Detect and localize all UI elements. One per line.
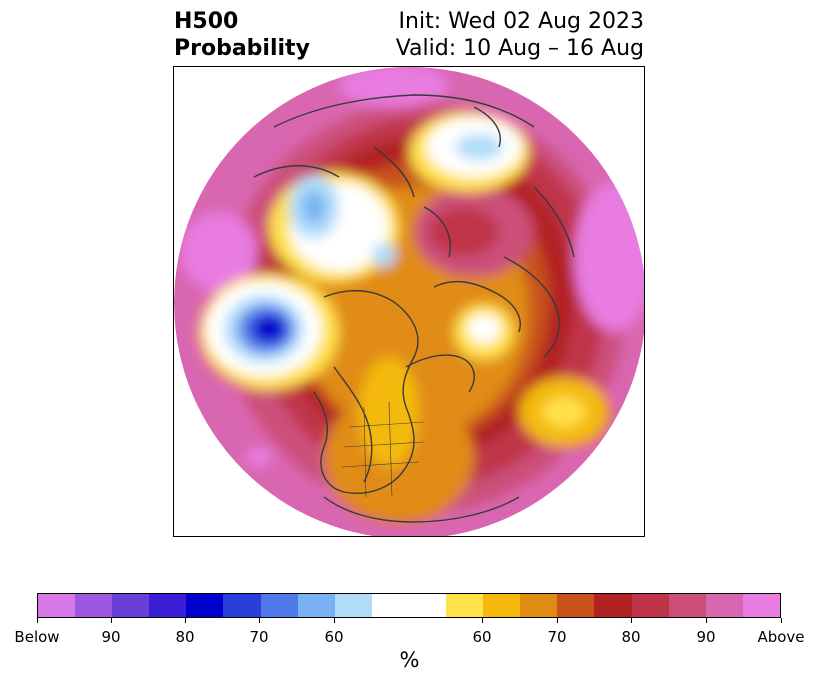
field-above-90-south — [245, 447, 273, 467]
field-above-90-west — [181, 212, 257, 292]
colorbar-segment — [38, 594, 76, 617]
colorbar-segment — [668, 594, 706, 617]
colorbar-tick-label: 90 — [696, 628, 716, 646]
colorbar-segment — [297, 594, 335, 617]
grid-lines — [341, 401, 425, 498]
field-na-yellow — [359, 357, 419, 467]
colorbar-tick-mark — [37, 618, 38, 623]
title-variable: H500 — [174, 9, 239, 34]
colorbar-segment — [223, 594, 261, 617]
colorbar-units: % — [399, 648, 420, 672]
colorbar-tick-label: 80 — [175, 628, 195, 646]
colorbar-tick-mark — [706, 618, 707, 623]
colorbar-segment — [557, 594, 595, 617]
init-date: Init: Wed 02 Aug 2023 — [398, 9, 644, 34]
colorbar — [37, 593, 781, 618]
colorbar-segment — [75, 594, 113, 617]
colorbar-segment — [446, 594, 484, 617]
colorbar-tick-mark — [259, 618, 260, 623]
colorbar-tick-label: 60 — [472, 628, 492, 646]
colorbar-segment — [705, 594, 743, 617]
colorbar-segment — [149, 594, 187, 617]
colorbar-segment — [112, 594, 150, 617]
colorbar-tick-mark — [185, 618, 186, 623]
colorbar-segment — [742, 594, 780, 617]
colorbar-segment — [371, 594, 447, 617]
title-right: Init: Wed 02 Aug 2023 Valid: 10 Aug – 16… — [396, 8, 644, 62]
colorbar-tick-mark — [111, 618, 112, 623]
valid-range: Valid: 10 Aug – 16 Aug — [395, 36, 644, 61]
colorbar-tick-mark — [631, 618, 632, 623]
colorbar-segment — [594, 594, 632, 617]
probability-map — [174, 67, 644, 536]
colorbar-tick-label: 80 — [621, 628, 641, 646]
colorbar-tick-mark — [781, 618, 782, 623]
colorbar-tick-label: 90 — [101, 628, 121, 646]
colorbar-segment — [520, 594, 558, 617]
title-left: H500 Probability — [174, 8, 310, 62]
colorbar-tick-mark — [482, 618, 483, 623]
colorbar-tick-mark — [334, 618, 335, 623]
coastline-outlines — [253, 94, 575, 523]
colorbar-segment — [483, 594, 521, 617]
colorbar-tick-mark — [557, 618, 558, 623]
colorbar-segment — [631, 594, 669, 617]
field-asia-blue-small — [372, 243, 396, 267]
colorbar-tick-label: 70 — [547, 628, 567, 646]
field-atlantic-core — [542, 397, 586, 427]
colorbar-segment — [186, 594, 224, 617]
field-asia-blue2 — [302, 191, 326, 223]
colorbar-tick-label: Below — [14, 628, 60, 646]
field-above-90-north — [339, 67, 449, 107]
field-europe-white — [467, 314, 501, 344]
title-product: Probability — [174, 36, 310, 61]
colorbar-ticks: Below 90 80 70 60 60 70 80 90 Above — [0, 628, 819, 648]
colorbar-tick-label: Above — [757, 628, 805, 646]
colorbar-segment — [334, 594, 372, 617]
colorbar-segment — [260, 594, 298, 617]
field-arctic-blue — [455, 134, 503, 160]
colorbar-tick-label: 70 — [249, 628, 269, 646]
field-siberia-core — [429, 207, 499, 257]
polar-map-panel — [173, 66, 645, 537]
field-pacific-deep — [252, 315, 286, 343]
colorbar-tick-label: 60 — [324, 628, 344, 646]
